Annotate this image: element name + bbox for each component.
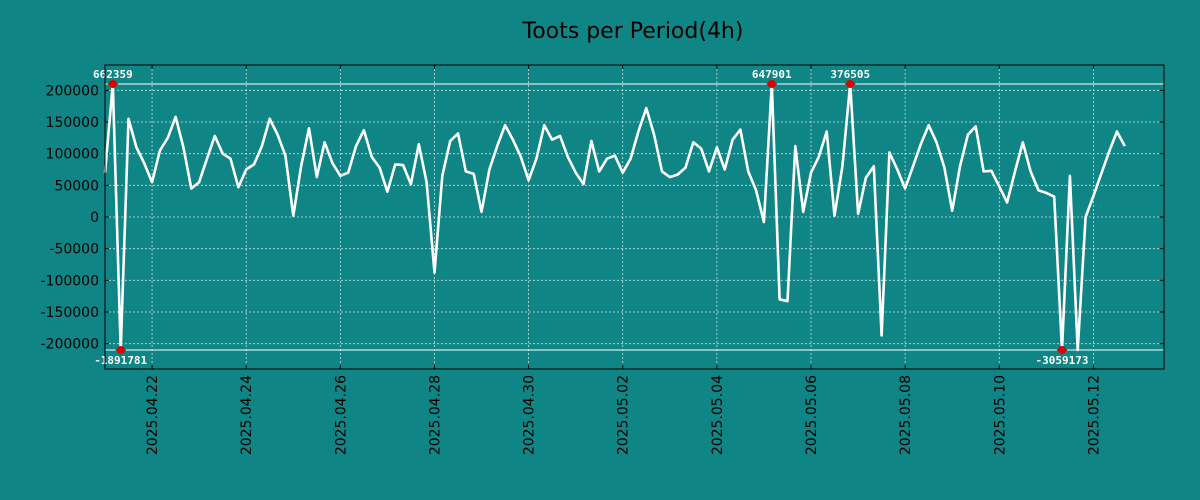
annotation-label: -1891781	[94, 354, 147, 367]
x-tick-label: 2025.05.12	[1086, 375, 1102, 455]
y-tick-label: -50000	[49, 242, 99, 258]
x-tick-label: 2025.04.28	[427, 375, 443, 455]
annotation-label: -3059173	[1036, 354, 1089, 367]
x-tick-label: 2025.05.08	[898, 375, 914, 455]
series-line	[103, 82, 1126, 352]
x-tick-label: 2025.04.22	[145, 375, 161, 455]
x-tick-label: 2025.05.04	[710, 375, 726, 455]
x-tick-label: 2025.05.02	[616, 375, 632, 455]
x-tick-label: 2025.05.10	[992, 375, 1008, 455]
y-tick-label: 150000	[46, 115, 99, 131]
y-tick-label: 0	[90, 210, 99, 226]
chart-title: Toots per Period(4h)	[522, 19, 744, 44]
plot-area: 200000 150000 100000 50000 0 -50000 -100000 -15…	[41, 64, 1165, 455]
y-tick-label: -200000	[41, 337, 100, 353]
plot-frame	[104, 64, 1165, 370]
annotation-label: 662359	[93, 68, 133, 81]
annotation-label: 647901	[752, 68, 792, 81]
annotation-label: 376505	[830, 68, 870, 81]
x-tick-label: 2025.05.06	[804, 375, 820, 455]
x-tick-label: 2025.04.26	[333, 375, 349, 455]
y-tick-label: -150000	[41, 305, 100, 321]
x-tick-label: 2025.04.30	[522, 375, 538, 455]
x-tick-label: 2025.04.24	[239, 375, 255, 455]
y-tick-label: -100000	[41, 273, 100, 289]
y-tick-label: 100000	[46, 147, 99, 163]
y-tick-label: 50000	[54, 178, 99, 194]
y-tick-label: 200000	[46, 83, 99, 99]
